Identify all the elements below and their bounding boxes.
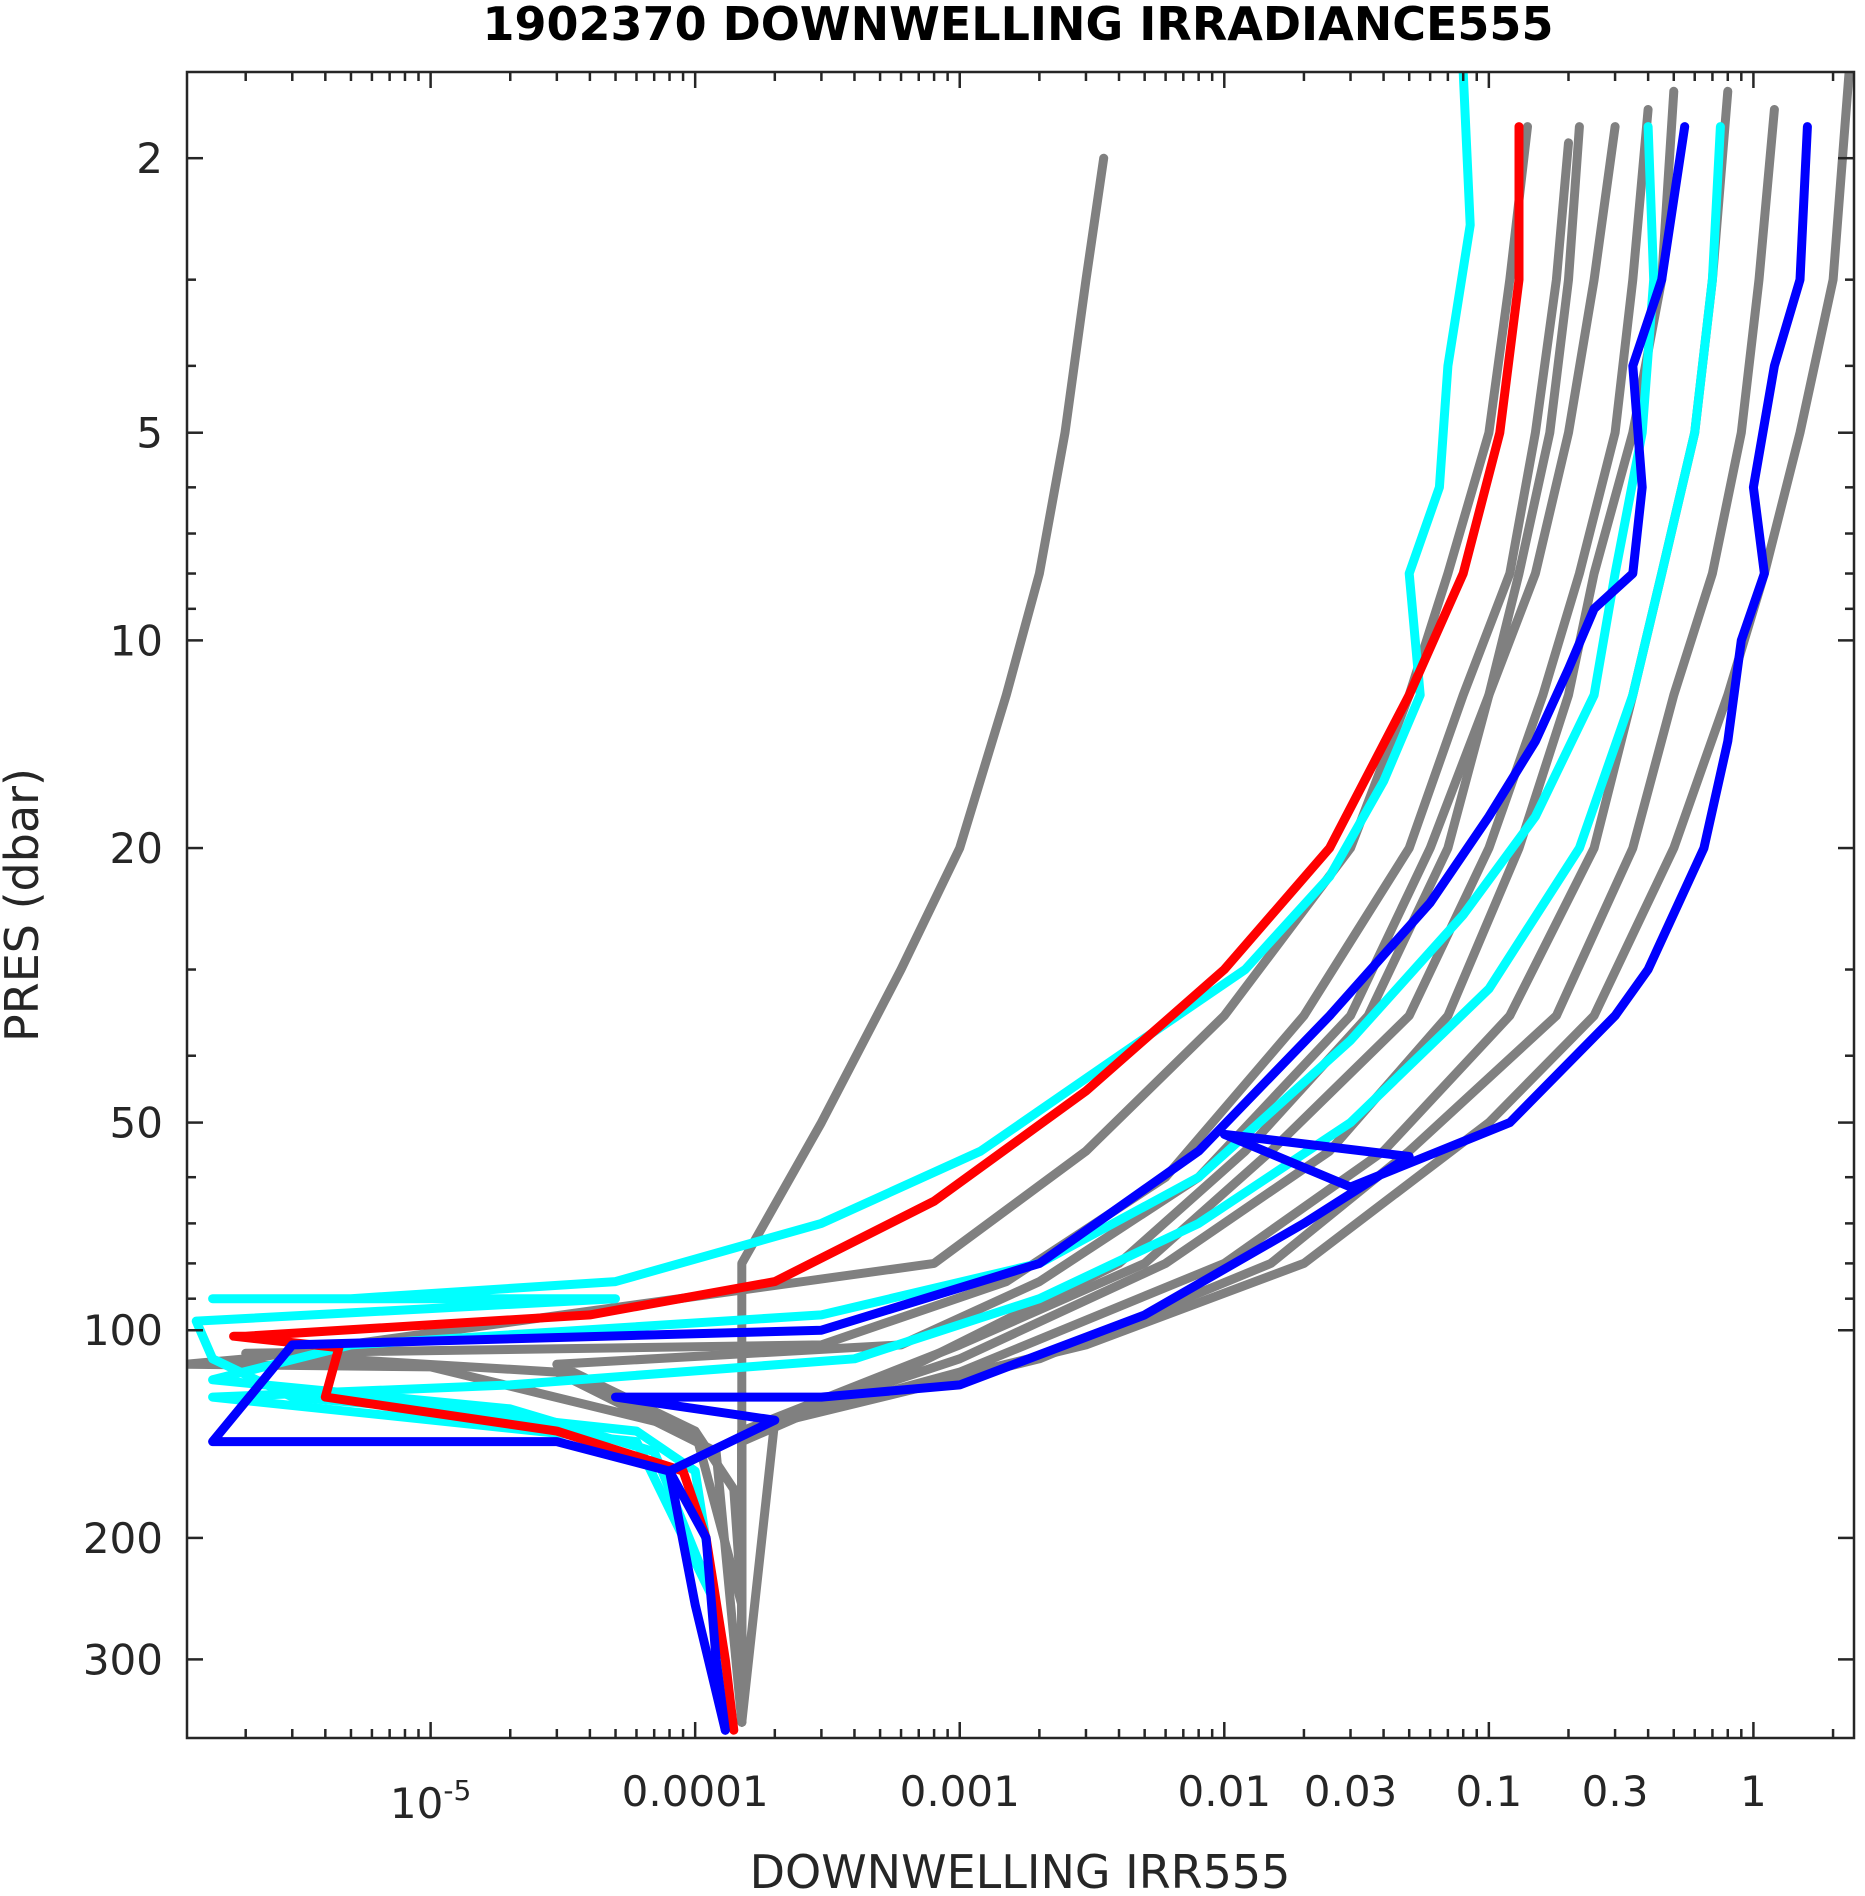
series-line-gray (737, 86, 1679, 1727)
x-tick-label: 0.0001 (622, 1767, 769, 1816)
x-tick-labels: 10-5 0.0001 0.001 0.01 0.03 0.1 0.3 1 (390, 1767, 1767, 1828)
series-line-gray (187, 122, 1532, 1727)
series-lines (187, 72, 1854, 1735)
series-line-cyan (208, 122, 1725, 1727)
series-line-cyan (191, 72, 1475, 1727)
x-tick-label: 0.3 (1582, 1767, 1649, 1816)
x-tick-label: 1 (1740, 1767, 1767, 1816)
y-tick-label: 300 (83, 1635, 163, 1684)
x-axis-label: DOWNWELLING IRR555 (750, 1845, 1291, 1896)
y-tick-label: 50 (110, 1099, 163, 1148)
series-line-red (229, 122, 1524, 1735)
y-tick-label: 5 (136, 409, 163, 458)
series-line-gray (737, 86, 1733, 1727)
x-tick-label: 0.03 (1304, 1767, 1398, 1816)
y-tick-label: 20 (110, 824, 163, 873)
chart-title: 1902370 DOWNWELLING IRRADIANCE555 (483, 0, 1554, 51)
series-line-blue (611, 122, 1812, 1735)
x-tick-label: 10-5 (390, 1774, 471, 1828)
y-tick-label: 2 (136, 134, 163, 183)
series-line-gray (737, 105, 1779, 1727)
series-line-blue (208, 122, 1690, 1735)
x-tick-label: 0.001 (900, 1767, 1020, 1816)
axis-ticks (187, 72, 1854, 1738)
x-tick-label: 0.1 (1455, 1767, 1522, 1816)
y-tick-label: 100 (83, 1306, 163, 1355)
plot-frame (185, 70, 1856, 1740)
series-line-gray (241, 138, 1573, 1727)
series-line-cyan (208, 122, 1659, 1727)
series-line-gray (552, 122, 1620, 1727)
series-line-gray (737, 153, 1109, 1727)
y-tick-label: 200 (83, 1514, 163, 1563)
y-tick-label: 10 (110, 616, 163, 665)
x-tick-label: 0.01 (1178, 1767, 1272, 1816)
y-axis-label: PRES (dbar) (0, 768, 49, 1042)
y-tick-labels: 2 5 10 20 50 100 200 300 (83, 134, 163, 1684)
